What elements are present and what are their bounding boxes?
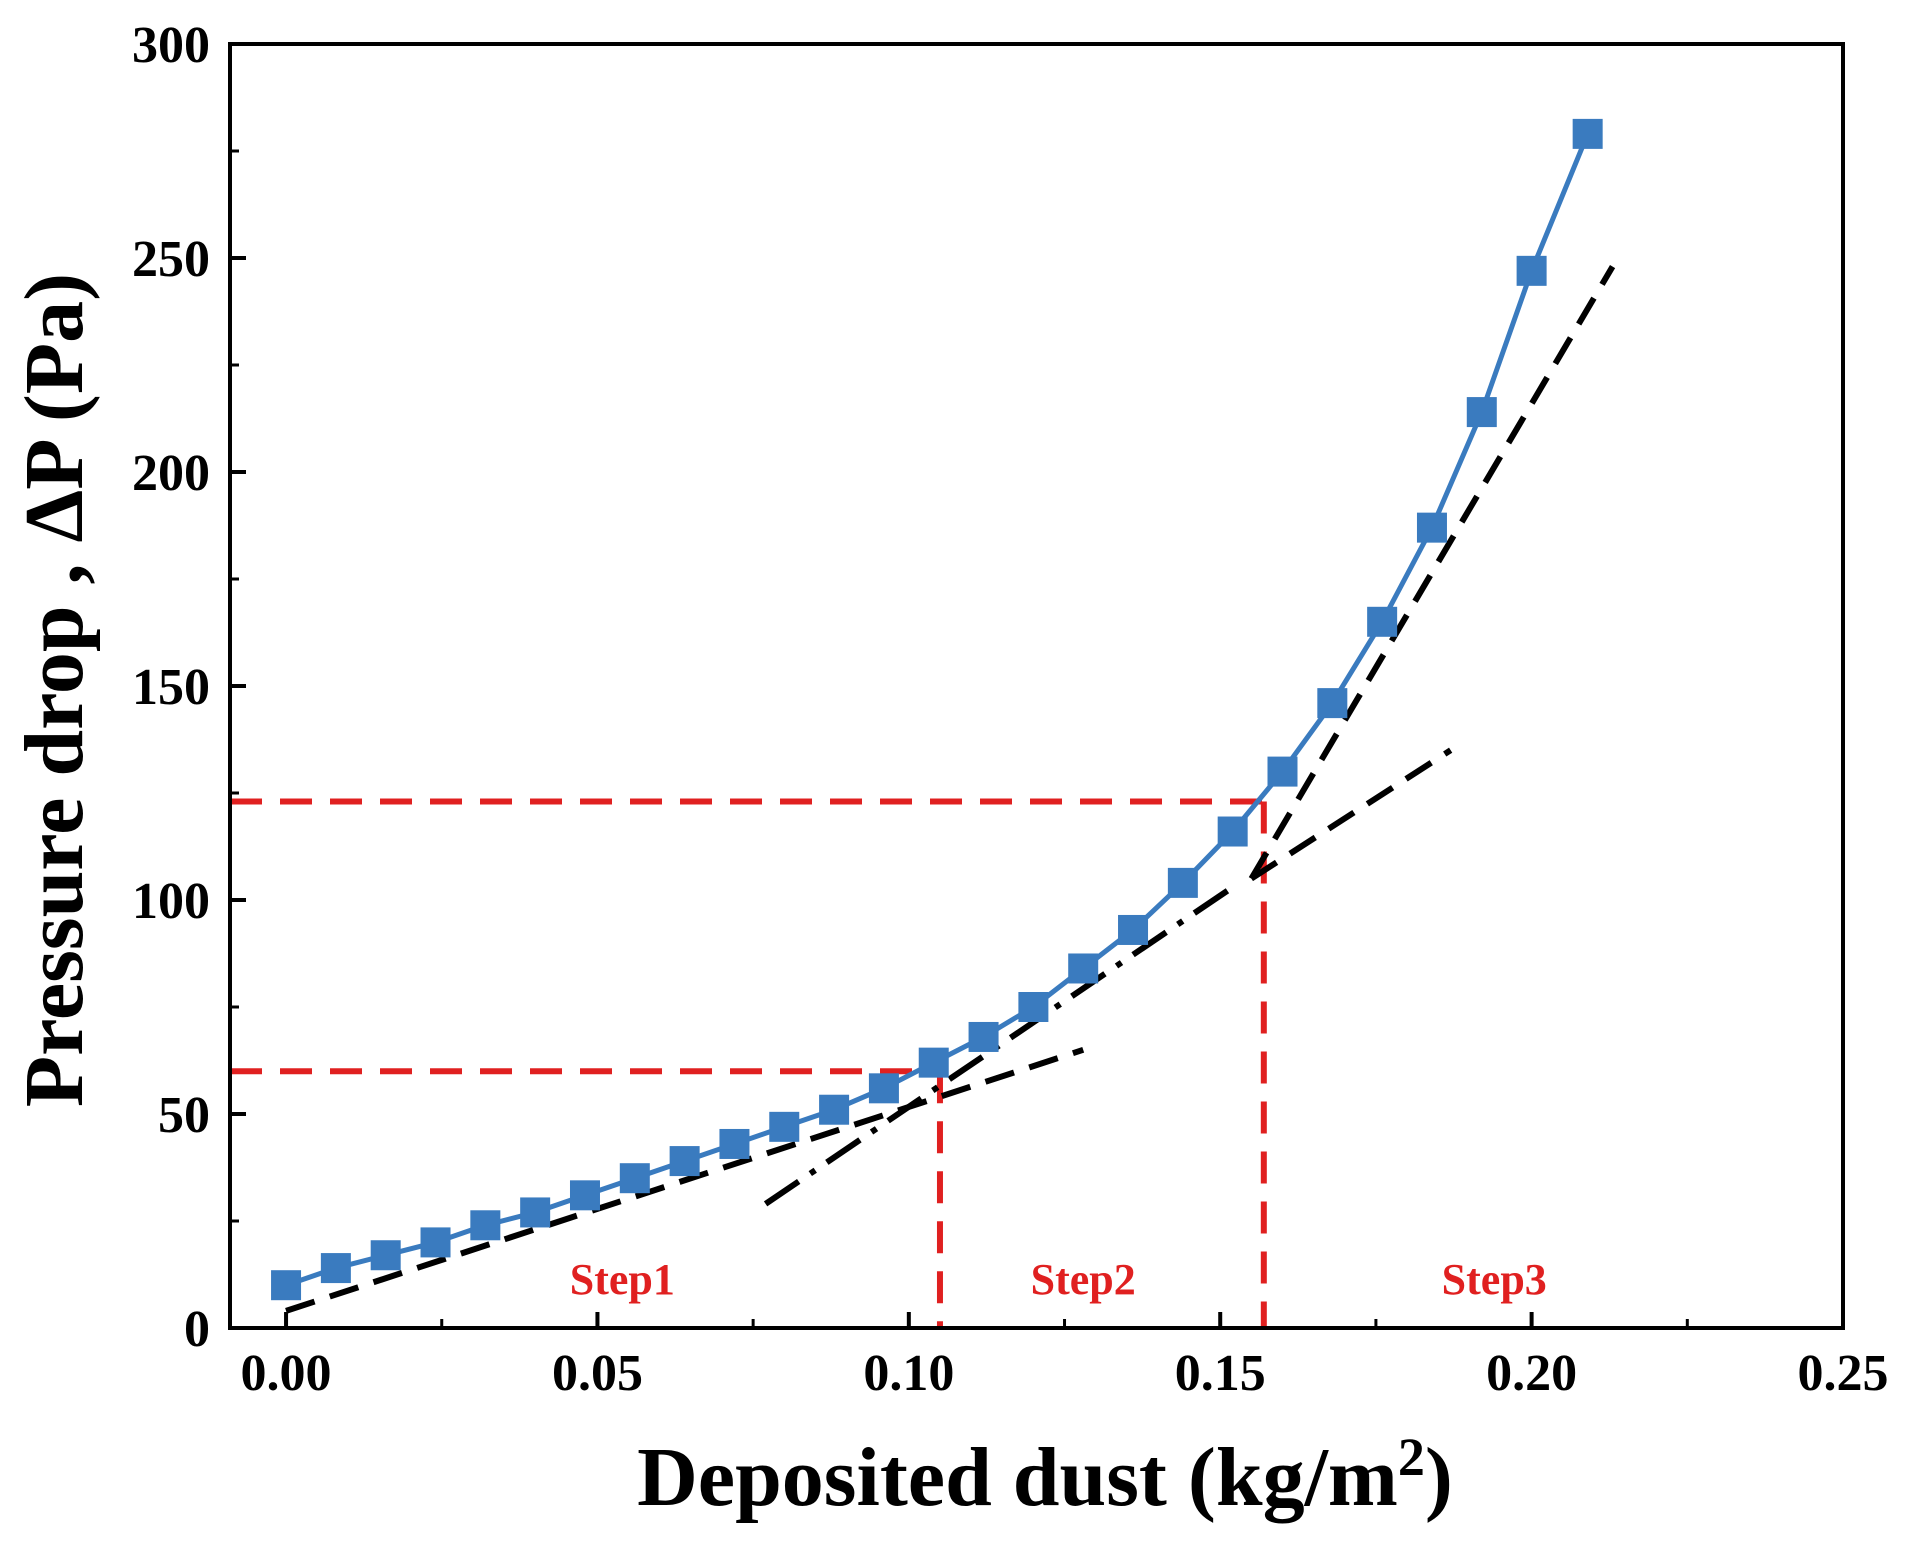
fit-line (763, 884, 1235, 1207)
data-point (1267, 756, 1298, 787)
data-point (819, 1094, 850, 1125)
data-point (370, 1240, 401, 1271)
data-point (1118, 914, 1149, 945)
y-tick-label: 0 (184, 1301, 210, 1358)
x-tick-label: 0.25 (1798, 1345, 1889, 1402)
data-point (569, 1180, 600, 1211)
step-label: Step2 (1031, 1255, 1136, 1304)
data-point (1068, 953, 1099, 984)
data-point (868, 1073, 899, 1104)
y-tick-label: 100 (132, 873, 210, 930)
fit-line (1249, 747, 1453, 882)
x-axis-title-main: Deposited dust (kg/m (637, 1431, 1398, 1524)
fit-line (285, 1046, 1085, 1314)
step-label: Step3 (1442, 1255, 1547, 1304)
x-tick-label: 0.05 (552, 1345, 643, 1402)
y-tick-label: 300 (132, 17, 210, 74)
data-series (271, 118, 1603, 1301)
data-point (968, 1021, 999, 1052)
step-annotations: Step1 Step2 Step3 (570, 1255, 1547, 1304)
fit-lines (285, 265, 1616, 1314)
data-point (1367, 606, 1398, 637)
y-tick-label: 200 (132, 445, 210, 502)
data-point (470, 1210, 501, 1241)
x-tick-label: 0.20 (1486, 1345, 1577, 1402)
data-point (1466, 397, 1497, 428)
x-tick-label: 0.10 (863, 1345, 954, 1402)
data-point (1317, 688, 1348, 719)
data-point (1167, 867, 1198, 898)
fit-line (1248, 265, 1616, 881)
x-axis-title-close: ) (1425, 1431, 1453, 1524)
y-axis-ticks: 0 50 100 150 200 250 300 (132, 17, 246, 1358)
data-point (271, 1270, 302, 1301)
data-point (619, 1163, 650, 1194)
data-point (769, 1111, 800, 1142)
data-point (719, 1128, 750, 1159)
step-label: Step1 (570, 1255, 675, 1304)
data-point (320, 1253, 351, 1284)
data-point (918, 1047, 949, 1078)
data-point (1572, 118, 1603, 149)
data-point (669, 1146, 700, 1177)
data-point (520, 1197, 551, 1228)
y-tick-label: 250 (132, 231, 210, 288)
y-axis-title: Pressure drop , ΔP (Pa) (8, 273, 101, 1107)
y-tick-label: 50 (158, 1087, 210, 1144)
data-point (1018, 992, 1049, 1022)
data-point (1416, 512, 1447, 543)
x-tick-label: 0.00 (241, 1345, 332, 1402)
plot-frame (228, 42, 1845, 1330)
guide-lines (230, 798, 1267, 1328)
series-line (285, 132, 1591, 1288)
data-point (420, 1227, 451, 1258)
x-axis-ticks: 0.00 0.05 0.10 0.15 0.20 0.25 (241, 1312, 1889, 1402)
data-point (1516, 255, 1547, 286)
x-tick-label: 0.15 (1175, 1345, 1266, 1402)
x-axis-title: Deposited dust (kg/m2) (637, 1427, 1453, 1524)
data-point (1217, 816, 1248, 847)
x-axis-title-sup: 2 (1398, 1427, 1425, 1487)
y-tick-label: 150 (132, 659, 210, 716)
